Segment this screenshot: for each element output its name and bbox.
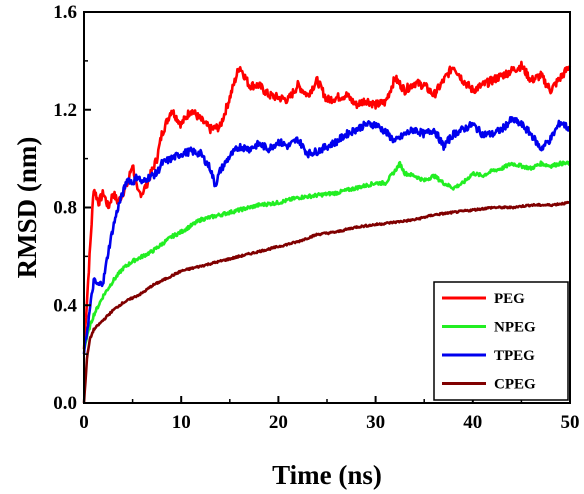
legend-label-peg: PEG [494,291,525,307]
y-tick-label: 0.0 [53,393,77,414]
y-tick-label: 1.6 [53,2,77,23]
legend-label-tpeg: TPEG [494,348,535,364]
series-line-tpeg [82,115,572,355]
y-tick-label: 1.2 [53,100,77,121]
y-tick-label: 0.4 [53,295,77,316]
y-tick-label: 0.8 [53,198,77,219]
legend-label-cpeg: CPEG [494,377,536,393]
x-tick-label: 50 [561,412,580,433]
series-line-peg [82,60,572,350]
series-line-npeg [82,160,572,350]
ticks-layer: 0 10 20 30 40 50 0.0 0.4 0.8 1.2 1.6 [53,2,579,433]
series-layer [82,60,572,404]
y-axis-title: RMSD (nm) [12,137,42,279]
legend-label-npeg: NPEG [494,320,536,336]
x-tick-label: 0 [79,412,89,433]
x-tick-label: 20 [269,412,288,433]
legend: PEG NPEG TPEG CPEG [433,281,569,401]
legend-box [433,281,569,401]
series-line-cpeg [82,200,571,404]
x-tick-label: 30 [366,412,385,433]
x-tick-label: 40 [463,412,482,433]
x-tick-label: 10 [172,412,191,433]
x-axis-title: Time (ns) [272,460,382,490]
